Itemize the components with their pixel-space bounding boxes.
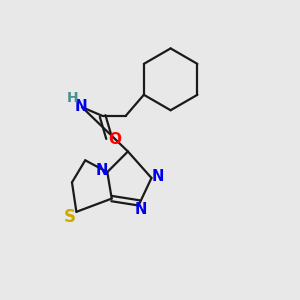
Text: N: N: [135, 202, 147, 217]
Text: S: S: [64, 208, 76, 226]
Text: N: N: [96, 163, 108, 178]
Text: H: H: [67, 91, 78, 105]
Text: N: N: [74, 99, 87, 114]
Text: N: N: [151, 169, 164, 184]
Text: O: O: [108, 132, 121, 147]
